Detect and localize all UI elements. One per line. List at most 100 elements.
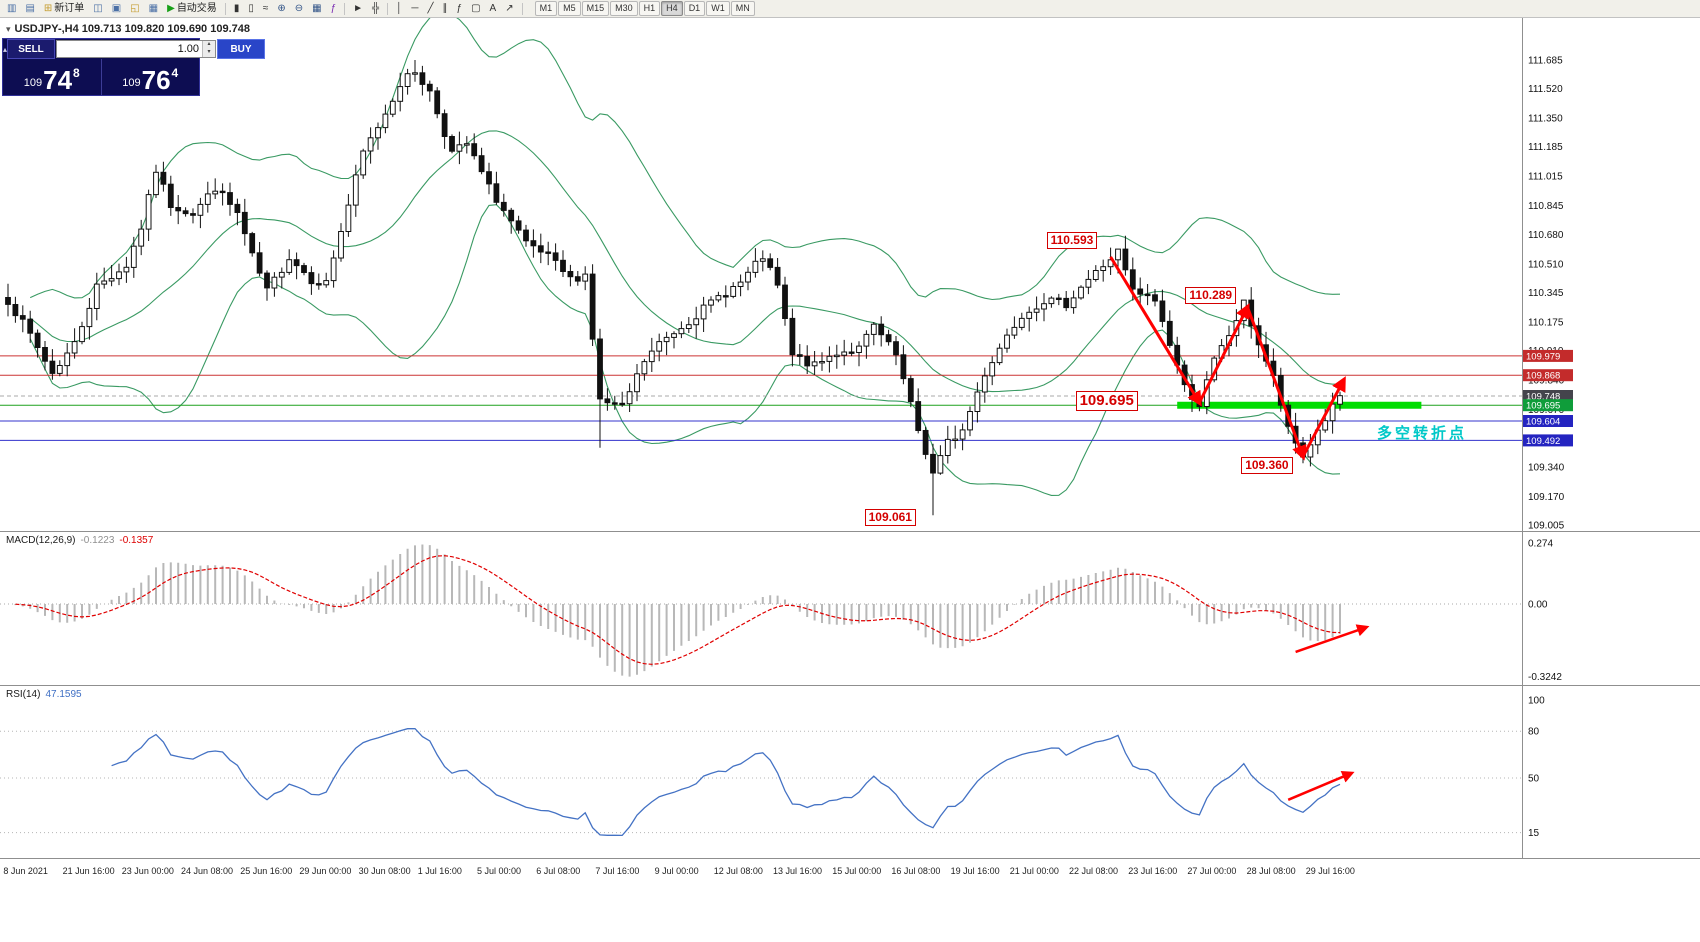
channel-icon[interactable]: ∥	[439, 1, 452, 16]
timeframe-m5[interactable]: M5	[558, 1, 581, 16]
tile-windows-icon: ▦	[312, 2, 322, 14]
lot-size-field: ▴ ▾	[56, 40, 217, 58]
bar-chart-icon[interactable]: ▯	[244, 1, 258, 16]
trendline-icon: ╱	[427, 2, 434, 14]
rsi-value: 47.1595	[45, 689, 82, 700]
zoom-in-icon[interactable]: ⊕	[273, 1, 289, 16]
timeframe-switcher: M1 M5 M15 M30 H1 H4 D1 W1 MN	[534, 1, 755, 16]
svg-text:110.345: 110.345	[1528, 288, 1564, 299]
terminal-icon: ▦	[148, 2, 159, 14]
shapes-icon: ▢	[471, 2, 481, 14]
timeframe-mn[interactable]: MN	[730, 1, 755, 16]
macd-name: MACD(12,26,9)	[6, 535, 76, 546]
new-order-button[interactable]: ⊞ 新订单	[40, 1, 88, 16]
autotrading-button[interactable]: ▶ 自动交易	[163, 1, 221, 16]
text-label-icon[interactable]: A	[486, 1, 501, 16]
svg-text:109.748: 109.748	[1526, 392, 1560, 403]
chart-window-icon: ▥	[7, 2, 17, 14]
price-annotation[interactable]: 109.360	[1241, 457, 1293, 474]
navigator-icon: ◱	[130, 2, 140, 14]
lot-size-input[interactable]	[57, 41, 203, 57]
price-annotation[interactable]: 110.289	[1185, 287, 1237, 304]
text-label-icon: A	[489, 2, 497, 14]
svg-text:110.510: 110.510	[1528, 259, 1564, 270]
svg-text:21 Jun 16:00: 21 Jun 16:00	[63, 866, 115, 876]
crosshair-icon[interactable]: ╬	[368, 1, 383, 16]
svg-text:111.185: 111.185	[1528, 142, 1563, 153]
timeframe-m30[interactable]: M30	[610, 1, 638, 16]
svg-text:-0.3242: -0.3242	[1528, 672, 1562, 683]
channel-icon: ∥	[442, 2, 448, 14]
toolbar-separator	[521, 2, 523, 15]
horizontal-line-icon: ─	[411, 2, 419, 14]
timeframe-d1[interactable]: D1	[683, 1, 706, 16]
svg-text:111.350: 111.350	[1528, 114, 1563, 125]
svg-text:24 Jun 08:00: 24 Jun 08:00	[181, 866, 233, 876]
svg-text:109.340: 109.340	[1528, 462, 1565, 473]
turning-point-note[interactable]: 多空转折点	[1377, 425, 1468, 443]
buy-price-display[interactable]: 109 76 4	[122, 65, 179, 95]
terminal-icon[interactable]: ▦	[145, 1, 162, 16]
timeframe-h1[interactable]: H1	[638, 1, 661, 16]
price-annotation[interactable]: 109.061	[864, 509, 916, 526]
profiles-icon[interactable]: ▤	[21, 1, 38, 16]
svg-text:13 Jul 16:00: 13 Jul 16:00	[773, 866, 822, 876]
fibonacci-icon[interactable]: ƒ	[453, 1, 467, 16]
svg-text:110.680: 110.680	[1528, 230, 1564, 241]
svg-text:29 Jun 00:00: 29 Jun 00:00	[299, 866, 351, 876]
price-annotation[interactable]: 109.695	[1075, 391, 1138, 412]
line-chart-icon[interactable]: ≈	[259, 1, 273, 16]
lot-increase-button[interactable]: ▴	[207, 41, 211, 47]
navigator-icon[interactable]: ◱	[126, 1, 143, 16]
timeframe-w1[interactable]: W1	[706, 1, 730, 16]
timeframe-h4[interactable]: H4	[661, 1, 683, 16]
svg-text:15 Jul 00:00: 15 Jul 00:00	[832, 866, 881, 876]
candlestick-chart-icon[interactable]: ▮	[230, 1, 244, 16]
shapes-icon[interactable]: ▢	[467, 1, 484, 16]
vertical-line-icon: │	[396, 2, 403, 14]
svg-text:109.604: 109.604	[1526, 417, 1560, 428]
svg-text:6 Jul 08:00: 6 Jul 08:00	[536, 866, 580, 876]
rsi-indicator-label: RSI(14) 47.1595	[6, 689, 82, 700]
svg-text:111.685: 111.685	[1528, 56, 1563, 67]
sell-button[interactable]: SELL	[7, 39, 56, 59]
new-order-icon: ⊞	[43, 2, 53, 14]
svg-text:7 Jul 16:00: 7 Jul 16:00	[595, 866, 639, 876]
bar-chart-icon: ▯	[248, 2, 254, 14]
price-annotation[interactable]: 110.593	[1046, 232, 1098, 249]
profiles-icon: ▤	[25, 2, 35, 14]
svg-text:23 Jul 16:00: 23 Jul 16:00	[1128, 866, 1177, 876]
cursor-icon: ►	[353, 2, 364, 14]
svg-text:111.015: 111.015	[1528, 172, 1563, 183]
buy-button[interactable]: BUY	[217, 39, 266, 59]
data-window-icon[interactable]: ▣	[108, 1, 125, 16]
svg-text:25 Jun 16:00: 25 Jun 16:00	[240, 866, 292, 876]
crosshair-icon: ╬	[372, 2, 380, 14]
horizontal-line-icon[interactable]: ─	[407, 1, 422, 16]
trendline-icon[interactable]: ╱	[423, 1, 437, 16]
arrow-tool-icon[interactable]: ↗	[501, 1, 517, 16]
trade-panel-collapse-icon[interactable]: ▴	[3, 44, 8, 54]
zoom-in-icon: ⊕	[277, 2, 286, 14]
rsi-name: RSI(14)	[6, 689, 41, 700]
svg-text:27 Jul 00:00: 27 Jul 00:00	[1187, 866, 1236, 876]
tile-windows-icon[interactable]: ▦	[308, 1, 325, 16]
chart-window-icon[interactable]: ▥	[3, 1, 20, 16]
indicators-icon[interactable]: ƒ	[327, 1, 341, 16]
svg-text:109.979: 109.979	[1526, 351, 1560, 362]
zoom-out-icon[interactable]: ⊖	[291, 1, 307, 16]
lot-decrease-button[interactable]: ▾	[207, 49, 211, 55]
chevron-down-icon[interactable]: ▾	[6, 23, 11, 34]
lot-size-stepper: ▴ ▾	[202, 41, 216, 57]
market-watch-icon[interactable]: ◫	[89, 1, 106, 16]
sell-price-display[interactable]: 109 74 8	[23, 65, 80, 95]
svg-text:12 Jul 08:00: 12 Jul 08:00	[714, 866, 763, 876]
timeframe-m1[interactable]: M1	[534, 1, 558, 16]
one-click-trade-panel: ▴ SELL ▴ ▾ BUY 109 74 8 109 76 4	[2, 38, 266, 96]
data-window-icon: ▣	[111, 2, 122, 14]
timeframe-m15[interactable]: M15	[581, 1, 610, 16]
cursor-icon[interactable]: ►	[349, 1, 367, 16]
vertical-line-icon[interactable]: │	[392, 1, 406, 16]
